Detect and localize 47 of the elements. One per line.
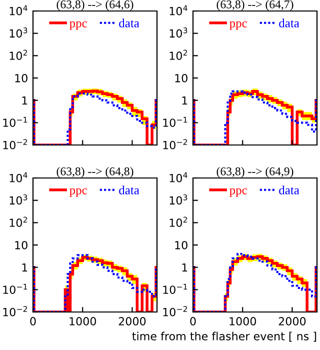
y-tick-label: 10$^{3}$ [10,194,28,205]
legend-label: data [279,18,300,28]
x-tick-label: 1000 [70,317,96,326]
x-tick-label: 0 [30,317,36,326]
y-tick-label: 10 [15,74,28,82]
x-tick-label: 1000 [230,317,256,326]
legend-label: ppc [70,188,87,197]
text: ppc [230,188,247,197]
chart-title: (63,8) --> (64,6) [56,0,134,11]
y-tick-label: 10$^{−1}$ [163,116,188,127]
y-tick-label: 1 [22,263,28,272]
x-axis-title: time from the flasher event [ ns ] [132,332,316,342]
y-tick-label: 10$^{−2}$ [3,306,27,316]
y-tick-label: 10$^{−2}$ [3,139,27,150]
y-tick-label: 1 [182,263,188,272]
y-tick-label: 10$^{−1}$ [3,116,28,127]
y-tick-label: 10$^{2}$ [170,50,187,60]
y-tick-label: 10$^{2}$ [170,216,187,227]
y-tick-label: 10$^{2}$ [10,50,27,60]
x-tick-label: 2000 [118,317,146,326]
chart-title: (63,8) --> (64,7) [216,0,294,11]
y-tick-label: 10 [175,74,188,82]
y-tick-label: 1 [22,96,28,105]
chart-title: (63,8) --> (64,9) [216,167,294,178]
y-tick-label: 10$^{4}$ [170,172,188,182]
y-tick-label: 10$^{4}$ [170,5,188,16]
y-tick-label: 10$^{−1}$ [163,284,188,294]
legend-label: data [119,186,140,194]
y-tick-label: 10$^{−2}$ [163,306,187,316]
y-tick-label: 10$^{3}$ [170,27,188,38]
x-tick-label: 0 [190,317,196,326]
y-tick-label: 10$^{3}$ [170,194,188,205]
y-tick-label: 10$^{−1}$ [3,284,28,294]
chart-title: (63,8) --> (64,8) [56,167,134,178]
y-tick-label: 10$^{4}$ [10,172,28,182]
y-tick-label: 1 [182,96,188,105]
y-tick-label: 10 [15,240,28,250]
x-tick-label: 2000 [278,317,306,326]
text: ppc [230,21,247,30]
legend-label: ppc [70,21,87,30]
legend-label: data [279,186,300,194]
y-tick-label: 10$^{−2}$ [163,139,187,150]
y-tick-label: 10$^{4}$ [10,5,28,16]
legend-label: data [119,18,140,28]
y-tick-label: 10 [175,240,188,250]
y-tick-label: 10$^{2}$ [10,216,27,227]
y-tick-label: 10$^{3}$ [10,27,28,38]
